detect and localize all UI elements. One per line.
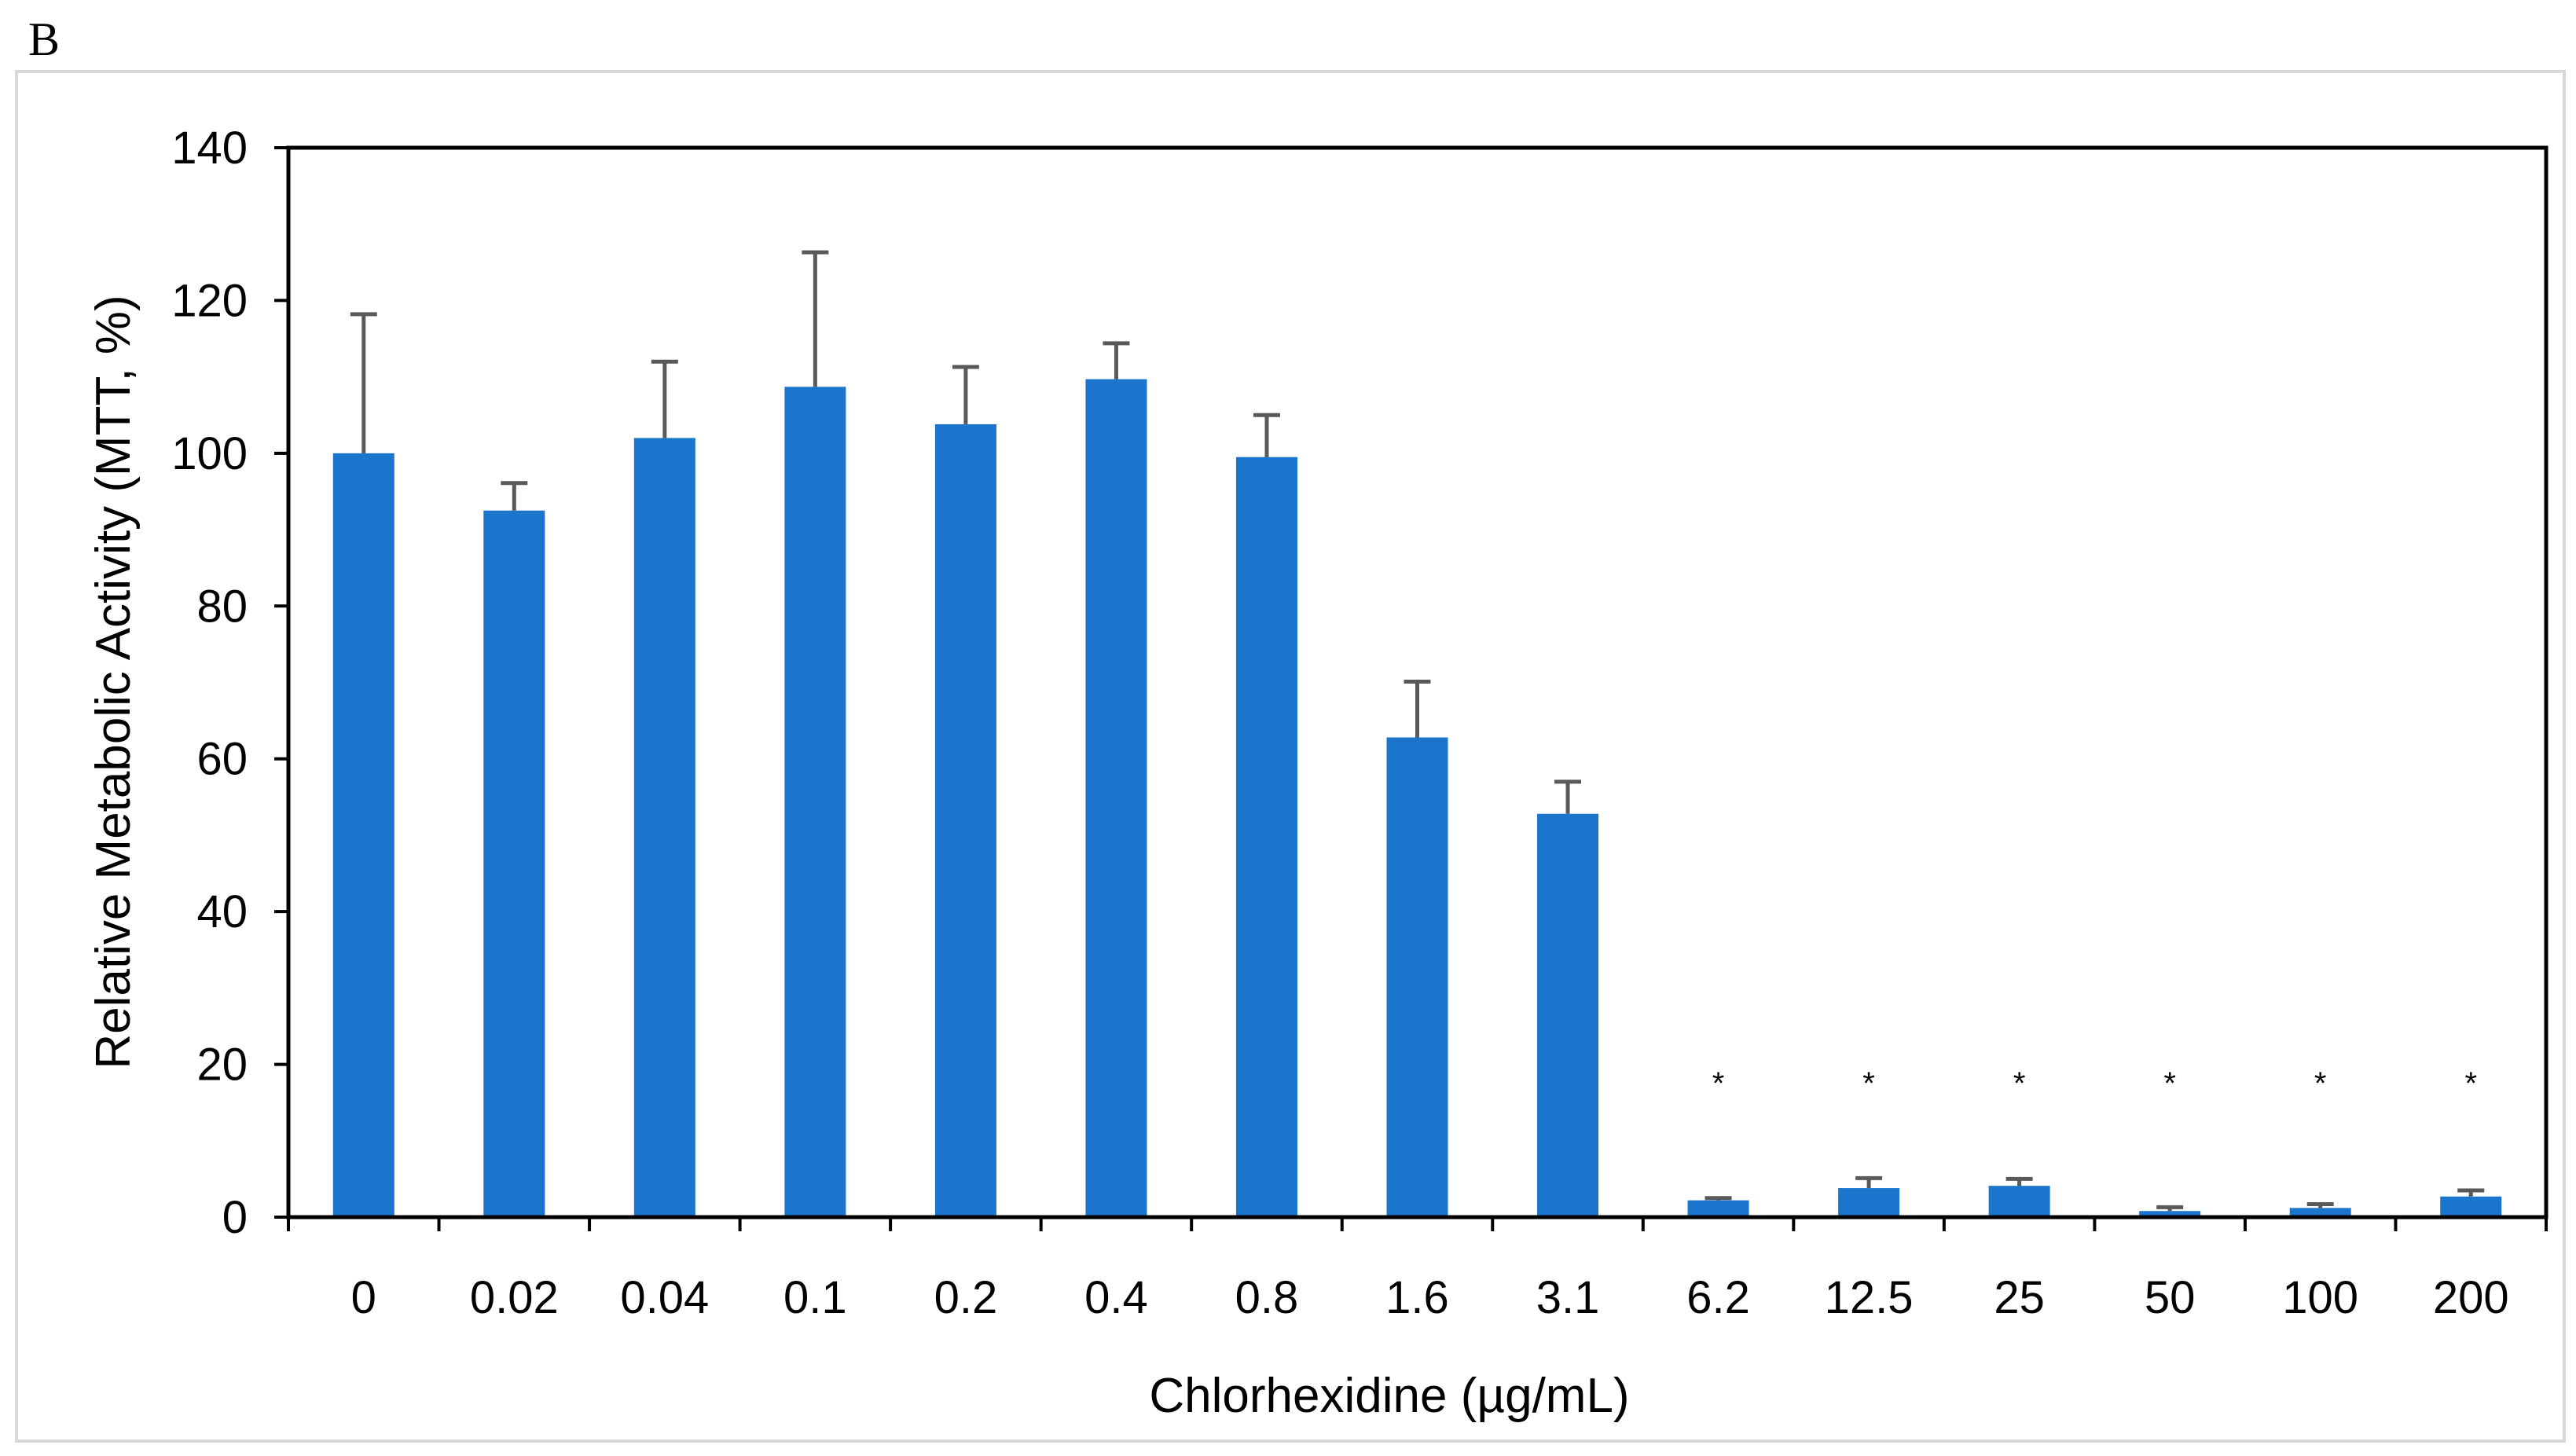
bar-25: [1988, 1186, 2050, 1217]
x-tick-label: 25: [1994, 1272, 2045, 1323]
y-tick-label: 80: [196, 581, 248, 632]
bar-0.2: [934, 424, 996, 1217]
x-tick-label: 0.2: [934, 1272, 998, 1323]
x-axis-title: Chlorhexidine (µg/mL): [1149, 1369, 1629, 1423]
bar-3.1: [1537, 813, 1599, 1217]
x-tick-label: 0.04: [620, 1272, 709, 1323]
y-tick-label: 140: [171, 123, 248, 174]
y-tick-label: 0: [222, 1192, 248, 1243]
panel-label: B: [28, 13, 60, 65]
error-bars: [350, 250, 2485, 1212]
x-tick-label: 0.1: [783, 1272, 847, 1323]
x-tick-label: 0.8: [1235, 1272, 1299, 1323]
x-tick-label: 12.5: [1825, 1272, 1914, 1323]
bar-12.5: [1838, 1188, 1900, 1217]
bars: [332, 379, 2502, 1217]
bar-0: [332, 453, 394, 1217]
significance-mark: *: [1712, 1066, 1725, 1101]
x-tick-label: 0: [351, 1272, 376, 1323]
significance-mark: *: [2013, 1066, 2026, 1101]
bar-6.2: [1687, 1200, 1749, 1217]
bar-200: [2440, 1196, 2502, 1217]
x-tick-label: 100: [2282, 1272, 2358, 1323]
x-tick-label: 1.6: [1385, 1272, 1449, 1323]
y-tick-label: 40: [196, 886, 248, 937]
chart-frame: [15, 70, 2566, 1443]
y-tick-label: 20: [196, 1040, 248, 1091]
bar-0.1: [784, 387, 846, 1217]
x-axis-ticks: 0 0.02 0.04 0.1 0.2 0.4 0.8 1.6 3.1 6.2 12.5 25 50 10…: [287, 1217, 2548, 1323]
significance-marks: * * * * * *: [1712, 1066, 2477, 1101]
x-tick-label: 6.2: [1686, 1272, 1750, 1323]
bar-100: [2289, 1208, 2351, 1217]
bar-0.04: [633, 438, 695, 1217]
bar-0.4: [1085, 379, 1147, 1217]
bar-0.8: [1235, 457, 1297, 1217]
significance-mark: *: [2464, 1066, 2477, 1101]
y-axis-ticks: 0 20 40 60 80 100 120 140: [171, 123, 288, 1243]
y-tick-label: 100: [171, 428, 248, 479]
x-tick-label: 0.02: [470, 1272, 559, 1323]
plot-area-border: [286, 145, 2548, 1219]
bar-50: [2139, 1211, 2201, 1217]
x-tick-label: 50: [2145, 1272, 2196, 1323]
significance-mark: *: [2163, 1066, 2176, 1101]
x-tick-label: 3.1: [1536, 1272, 1600, 1323]
y-tick-label: 120: [171, 275, 248, 326]
x-tick-label: 0.4: [1084, 1272, 1148, 1323]
bar-0.02: [483, 510, 545, 1217]
axes: [286, 145, 2548, 1219]
x-tick-label: 200: [2433, 1272, 2509, 1323]
bar-1.6: [1386, 737, 1448, 1217]
significance-mark: *: [1862, 1066, 1875, 1101]
y-axis-title: Relative Metabolic Activity (MTT, %): [86, 295, 141, 1069]
y-tick-label: 60: [196, 734, 248, 785]
significance-mark: *: [2314, 1066, 2327, 1101]
